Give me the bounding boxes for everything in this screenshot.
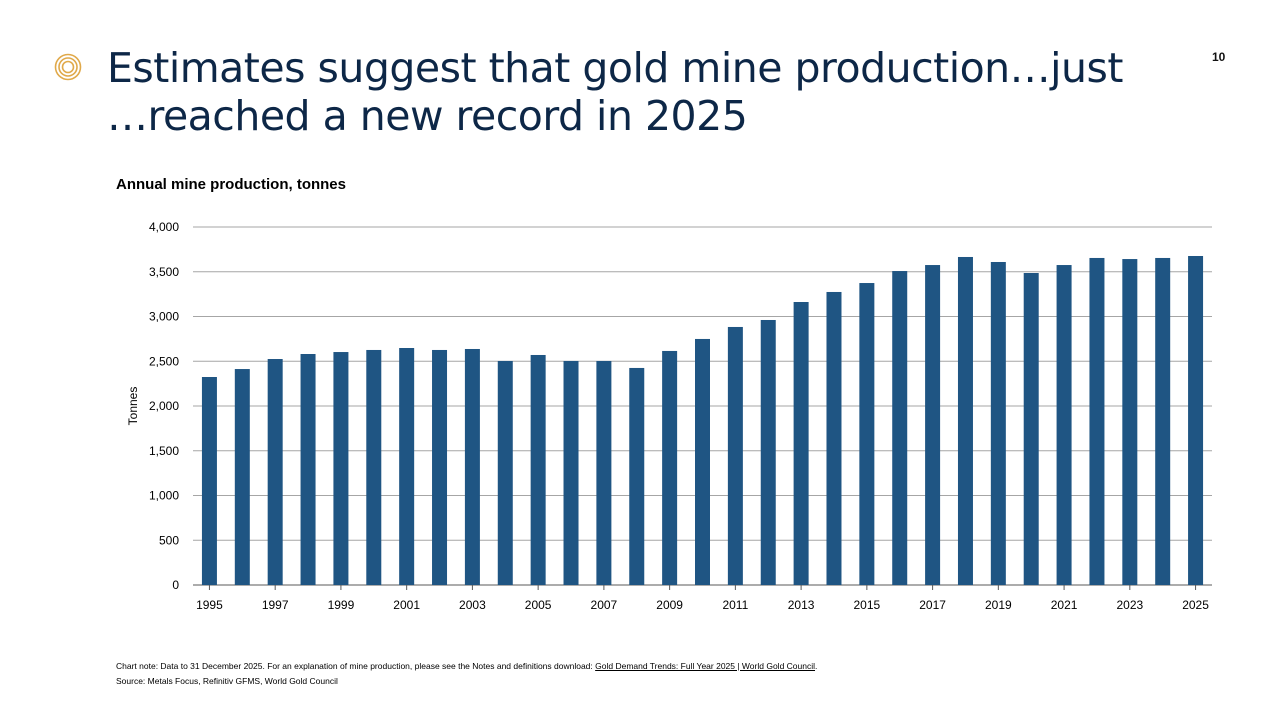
x-tick-label: 2003 [459,598,486,612]
page-title: Estimates suggest that gold mine product… [107,44,1123,140]
x-tick-label: 2011 [722,598,748,612]
chart-title: Annual mine production, tonnes [116,176,346,193]
x-tick-label: 2019 [985,598,1012,612]
y-tick-label: 500 [159,533,179,547]
bar-2016 [892,271,908,585]
bar-1998 [300,354,316,585]
x-tick-label: 1997 [262,598,289,612]
bar-2008 [629,367,645,585]
y-axis-label: Tonnes [126,387,140,426]
bar-2003 [464,348,480,585]
bar-2005 [530,354,546,585]
y-tick-label: 3,500 [149,265,179,279]
bar-2001 [399,348,415,585]
logo-icon [54,53,82,81]
x-tick-label: 2013 [788,598,815,612]
chart-footnote: Chart note: Data to 31 December 2025. Fo… [116,659,817,689]
bar-2002 [432,349,448,585]
x-tick-label: 2005 [525,598,552,612]
x-tick-label: 2023 [1116,598,1143,612]
bar-2017 [925,265,941,585]
x-tick-label: 2001 [393,598,420,612]
bar-2019 [990,261,1006,585]
y-tick-label: 2,000 [149,399,179,413]
bar-2004 [497,360,513,585]
y-tick-label: 0 [172,578,179,592]
x-tick-label: 2021 [1051,598,1078,612]
bar-2018 [957,256,973,585]
bar-1996 [234,369,250,585]
page-number: 10 [1212,50,1226,64]
title-line-1: Estimates suggest that gold mine product… [107,44,1123,92]
gold-demand-trends-link[interactable]: Gold Demand Trends: Full Year 2025 | Wor… [595,661,816,671]
title-line-2: …reached a new record in 2025 [107,92,748,140]
bar-2014 [826,291,842,585]
bar-2022 [1089,257,1105,585]
bar-1995 [201,377,217,585]
bar-1997 [267,359,283,585]
x-tick-label: 2015 [854,598,881,612]
note-text: Chart note: Data to 31 December 2025. Fo… [116,661,596,671]
bar-2015 [859,283,875,585]
source-text: Source: Metals Focus, Refinitiv GFMS, Wo… [116,676,338,686]
y-tick-label: 1,000 [149,489,179,503]
y-tick-label: 4,000 [149,220,179,234]
y-tick-label: 3,000 [149,310,179,324]
x-tick-label: 2007 [591,598,618,612]
bar-2000 [366,349,382,585]
bar-2020 [1023,273,1039,585]
bar-2012 [760,319,776,585]
bar-2007 [596,360,612,585]
note-suffix: . [815,661,818,671]
bar-2011 [727,326,743,585]
bar-2006 [563,360,579,585]
bar-2023 [1122,259,1138,585]
y-tick-label: 2,500 [149,354,179,368]
bar-2013 [793,302,809,585]
x-tick-label: 1999 [328,598,355,612]
bar-1999 [333,352,349,585]
bar-2010 [695,338,710,585]
bar-2021 [1056,265,1072,585]
x-tick-label: 2009 [656,598,683,612]
y-tick-label: 1,500 [149,444,179,458]
bar-2009 [662,350,678,585]
bar-2025 [1188,255,1204,586]
x-tick-label: 1995 [196,598,223,612]
x-tick-label: 2017 [919,598,946,612]
x-tick-label: 2025 [1182,598,1209,612]
bar-2024 [1155,257,1171,585]
